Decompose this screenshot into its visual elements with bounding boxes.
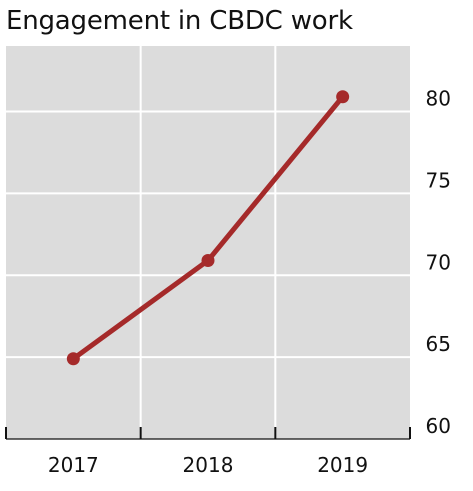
plot-background [6,46,410,439]
x-tick-label: 2017 [48,453,99,477]
plot-area [6,46,410,439]
y-tick-label: 60 [426,414,451,438]
series-layer [66,90,350,366]
y-tick-label: 65 [426,332,451,356]
axes [5,427,411,440]
chart-title: Engagement in CBDC work [6,6,353,36]
data-point [201,254,215,268]
data-point [66,352,80,366]
tick-labels: 60 65 70 75 80 2017 2018 2019 [48,87,451,478]
x-tick-label: 2019 [317,453,368,477]
x-tick-label: 2018 [183,453,234,477]
y-tick-label: 75 [426,168,451,192]
y-tick-label: 70 [426,250,451,274]
data-point [336,90,350,104]
grid-lines [6,46,455,439]
y-tick-label: 80 [426,87,451,111]
